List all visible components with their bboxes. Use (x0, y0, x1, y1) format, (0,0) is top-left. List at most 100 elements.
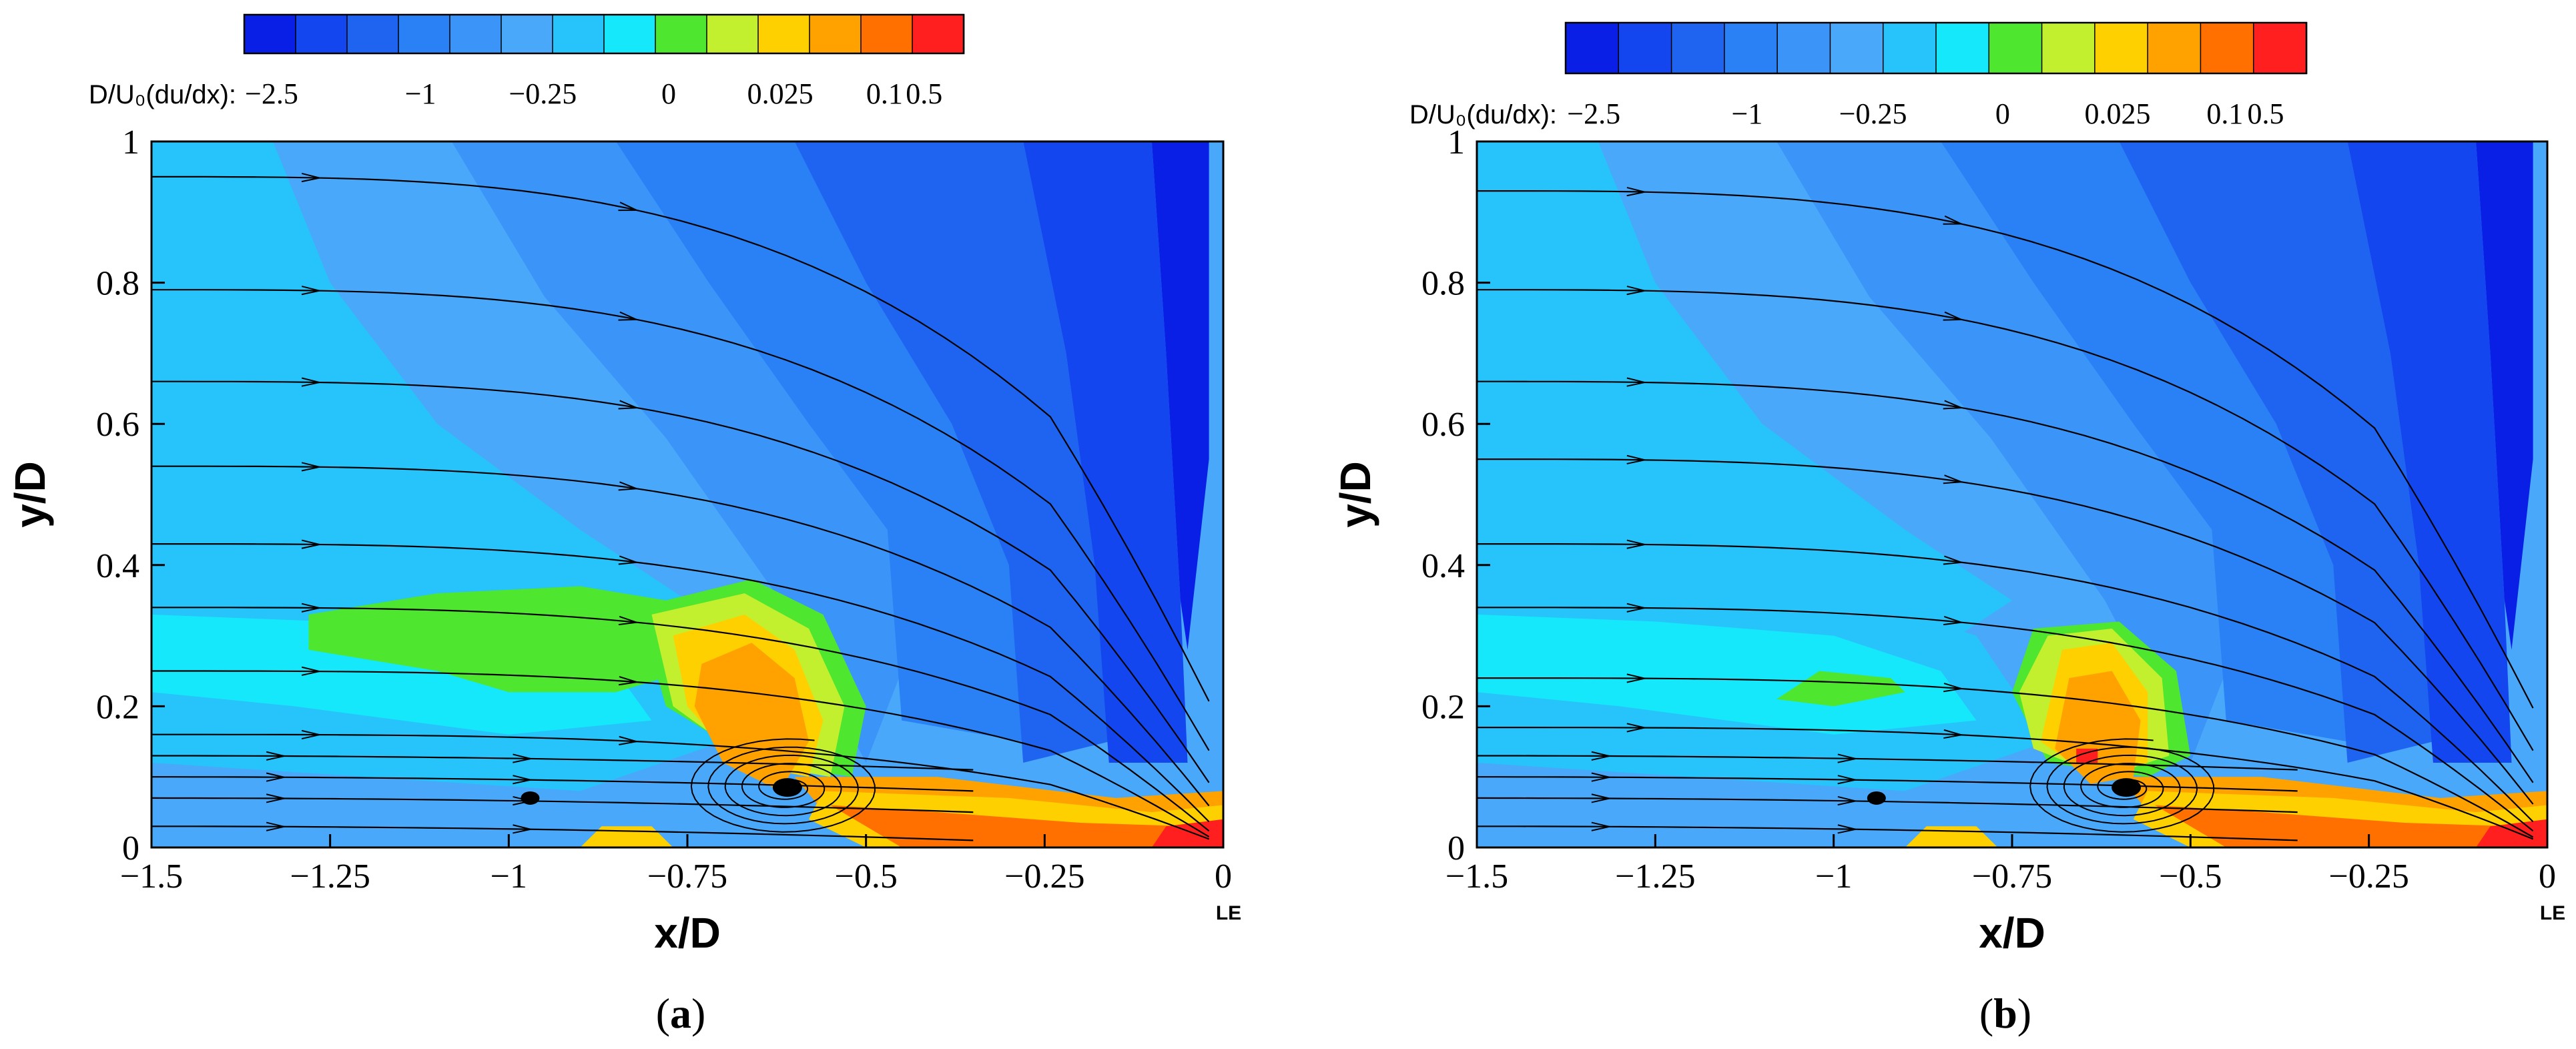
streamline-arrow (618, 311, 637, 321)
panel-a: D/U₀(du/dx): −2.5 −1 −0.25 0 0.025 0.1 0.5−1.5−… (6, 13, 1241, 1037)
colorbar-swatch (1618, 22, 1672, 74)
contour-band (1477, 614, 1977, 735)
vortex-spiral (2029, 738, 2215, 833)
colorbar-swatch (244, 14, 297, 54)
streamline-arrow (301, 603, 320, 613)
contour-band (1151, 141, 1209, 650)
x-tick-label: 0 (2539, 857, 2556, 896)
streamline (1477, 825, 2298, 841)
y-tick-label: 1 (122, 123, 139, 161)
panel-label-close: ) (2017, 990, 2031, 1037)
contour-field (151, 141, 1223, 847)
streamline (1477, 458, 2534, 805)
colorbar-swatch (1777, 22, 1831, 74)
x-tick-label: −0.5 (835, 857, 898, 896)
x-tick-label: 0 (1215, 857, 1232, 896)
contour-band (794, 141, 1109, 763)
colorbar-tick-label: −2.5 (245, 77, 298, 110)
colorbar-swatch (912, 14, 965, 54)
panel-label-letter: b (1993, 990, 2017, 1037)
y-tick-label: 0 (1447, 829, 1465, 867)
contour-band (1477, 141, 2012, 671)
colorbar-swatch (1670, 22, 1726, 74)
colorbar-swatch (1988, 22, 2043, 74)
colorbar-swatch (1565, 22, 1620, 74)
colorbar: D/U₀(du/dx): −2.5 −1 −0.25 0 0.025 0.1 0.5 (1409, 21, 2308, 130)
colorbar-swatch (2041, 22, 2096, 74)
streamline-arrow (301, 377, 320, 387)
panel-label: (a) (656, 990, 706, 1037)
streamline (1477, 543, 2534, 823)
streamline-arrow (1626, 723, 1645, 733)
colorbar-tick-label: −0.25 (1839, 97, 1907, 130)
streamline (151, 607, 1210, 832)
streamline (1477, 190, 2534, 709)
panel-label-letter: a (670, 990, 691, 1037)
y-tick-label: 0.4 (1421, 547, 1465, 585)
streamlines (1477, 187, 2534, 841)
colorbar-swatch (552, 14, 605, 54)
colorbar-tick-label: 0 (661, 77, 676, 110)
x-tick-label: −0.75 (647, 857, 727, 896)
streamline-arrow (1591, 772, 1610, 782)
streamline (1477, 380, 2534, 783)
colorbar-swatch (2147, 22, 2202, 74)
x-tick-label: −1.5 (120, 857, 183, 896)
colorbar-tick-label: 0 (1995, 97, 2010, 130)
colorbar-tick-label: −2.5 (1567, 97, 1620, 130)
colorbar-tick-label: 0.1 (2206, 97, 2243, 130)
x-tick-label: −0.25 (1004, 857, 1084, 896)
streamline (1477, 755, 2298, 771)
colorbar-tick-label: 0.5 (906, 77, 942, 110)
colorbar-swatch (860, 14, 914, 54)
colorbar-swatch (501, 14, 554, 54)
y-tick-label: 0.2 (96, 688, 139, 726)
streamline-arrow (1943, 311, 1962, 321)
streamline-arrow (1837, 824, 1856, 834)
streamline-arrow (1591, 821, 1610, 831)
panel-label: (b) (1979, 990, 2031, 1037)
panel-label-open: ( (1979, 990, 1993, 1037)
colorbar-swatch (2252, 22, 2308, 74)
streamlines (151, 172, 1210, 841)
colorbar-tick-label: −0.25 (509, 77, 577, 110)
streamline (151, 176, 1210, 702)
streamline-arrow (1837, 795, 1856, 806)
colorbar-label: D/U₀(du/dx): (1409, 100, 1557, 129)
colorbar-swatch (2094, 22, 2149, 74)
y-tick-label: 0.6 (1421, 406, 1465, 444)
streamline-arrow (618, 481, 637, 491)
streamline-arrow (1943, 683, 1962, 693)
streamline (151, 670, 1210, 837)
y-tick-label: 0.8 (96, 265, 139, 303)
streamline-arrow (301, 172, 320, 183)
contour-band (1023, 141, 1188, 763)
x-tick-label: −1 (1815, 857, 1852, 896)
panel-label-open: ( (656, 990, 670, 1037)
contour-band (308, 586, 687, 693)
streamline-arrow (266, 793, 284, 803)
colorbar-swatch (295, 14, 348, 54)
colorbar-swatch (1829, 22, 1884, 74)
le-label: LE (2540, 902, 2565, 924)
contour-band (1777, 671, 1905, 707)
contour-band (151, 141, 687, 671)
x-tick-label: −1.25 (290, 857, 370, 896)
streamline (151, 289, 1210, 751)
streamline (151, 755, 974, 771)
contour-band (830, 805, 1223, 847)
secondary-vortex (521, 791, 540, 805)
y-tick-label: 0 (122, 829, 139, 867)
streamline-arrow (618, 202, 637, 212)
streamline-arrow (1943, 400, 1962, 410)
streamline-arrow (1626, 187, 1645, 197)
streamline-arrow (1837, 753, 1856, 763)
streamline-arrow (513, 775, 531, 785)
panel-b: D/U₀(du/dx): −2.5 −1 −0.25 0 0.025 0.1 0.5−1.5−… (1331, 21, 2565, 1037)
secondary-vortex (1867, 791, 1886, 805)
contour-band (2476, 141, 2533, 650)
colorbar-swatch (809, 14, 862, 54)
streamline-arrow (301, 729, 320, 740)
contour-field (1477, 141, 2547, 847)
